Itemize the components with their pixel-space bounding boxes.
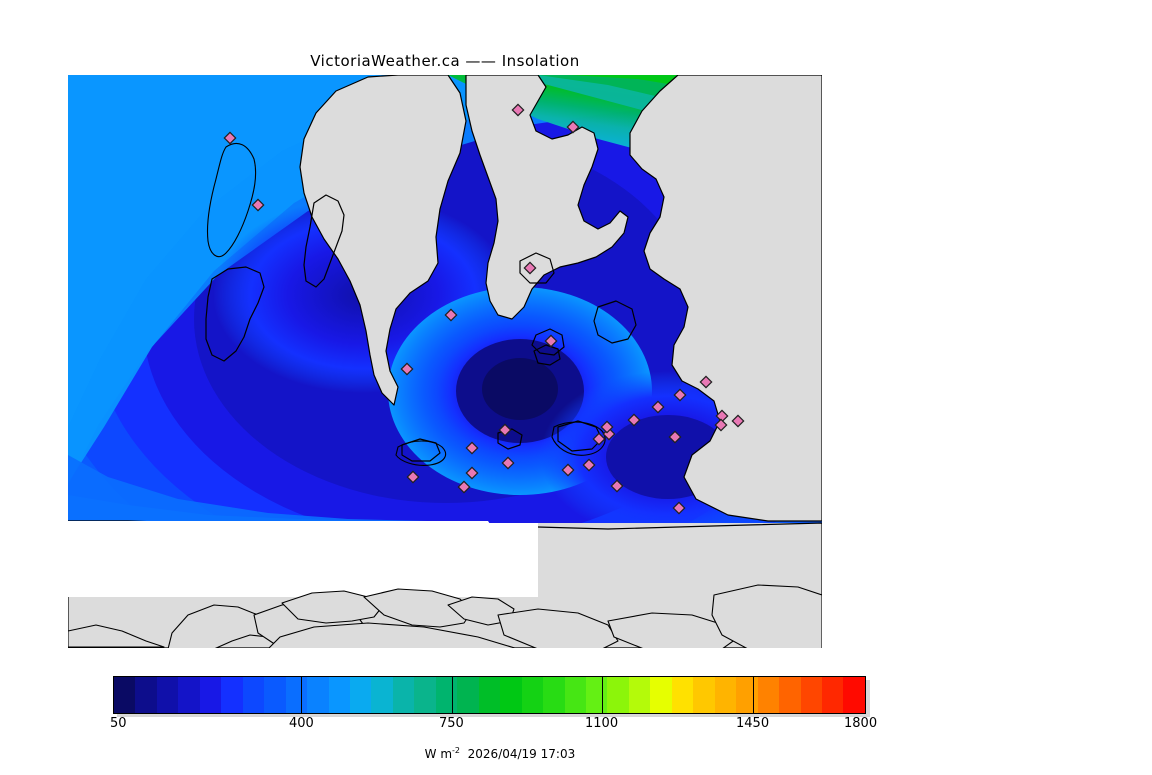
colorbar-cell-19 xyxy=(521,677,544,713)
colorbar-cell-24 xyxy=(628,677,651,713)
station-marker[interactable] xyxy=(651,400,665,414)
colorbar-units-and-timestamp: W m-2 2026/04/19 17:03 xyxy=(113,732,864,775)
colorbar-cell-17 xyxy=(478,677,501,713)
station-marker[interactable] xyxy=(465,441,479,455)
timestamp: 2026/04/19 17:03 xyxy=(467,747,576,761)
station-marker[interactable] xyxy=(223,131,237,145)
station-marker[interactable] xyxy=(561,463,575,477)
station-marker[interactable] xyxy=(610,479,624,493)
station-marker[interactable] xyxy=(600,420,614,434)
colorbar-cell-13 xyxy=(392,677,415,713)
units-exponent: -2 xyxy=(452,746,461,755)
station-marker[interactable] xyxy=(714,418,728,432)
colorbar-cell-10 xyxy=(328,677,350,713)
colorbar-cell-33 xyxy=(821,677,844,713)
colorbar-label-750: 750 xyxy=(439,716,464,731)
colorbar-gradient[interactable] xyxy=(113,676,866,714)
station-marker[interactable] xyxy=(544,334,558,348)
page-title: VictoriaWeather.ca —— Insolation xyxy=(310,52,580,70)
colorbar-cell-29 xyxy=(736,677,758,713)
coastline-detail xyxy=(206,142,606,466)
colorbar-cell-34 xyxy=(843,677,865,713)
colorbar: 50 400 750 1100 1450 1800 W m-2 2026/04/… xyxy=(110,676,877,761)
colorbar-cell-8 xyxy=(285,677,308,713)
colorbar-cell-11 xyxy=(349,677,372,713)
colorbar-cell-20 xyxy=(543,677,565,713)
station-marker[interactable] xyxy=(699,375,713,389)
colorbar-tick-400 xyxy=(301,677,302,713)
colorbar-cell-32 xyxy=(800,677,822,713)
station-marker[interactable] xyxy=(673,388,687,402)
colorbar-cell-30 xyxy=(757,677,780,713)
colorbar-cell-31 xyxy=(779,677,801,713)
colorbar-cell-28 xyxy=(714,677,737,713)
colorbar-cell-25 xyxy=(650,677,672,713)
station-marker[interactable] xyxy=(444,308,458,322)
colorbar-label-1800: 1800 xyxy=(844,716,878,731)
insolation-field-map[interactable] xyxy=(68,75,822,648)
station-marker[interactable] xyxy=(400,362,414,376)
colorbar-label-50: 50 xyxy=(110,716,127,731)
colorbar-tick-1450 xyxy=(753,677,754,713)
colorbar-cell-6 xyxy=(242,677,265,713)
colorbar-cell-23 xyxy=(607,677,629,713)
station-marker[interactable] xyxy=(582,458,596,472)
station-marker[interactable] xyxy=(523,261,537,275)
map-panel[interactable] xyxy=(68,75,822,648)
colorbar-tick-1100 xyxy=(602,677,603,713)
station-marker[interactable] xyxy=(592,432,606,446)
colorbar-cell-14 xyxy=(414,677,436,713)
station-marker[interactable] xyxy=(731,414,745,428)
colorbar-cell-3 xyxy=(178,677,200,713)
colorbar-cell-21 xyxy=(564,677,586,713)
colorbar-cell-27 xyxy=(693,677,715,713)
station-markers[interactable] xyxy=(223,103,745,515)
coastline-layer xyxy=(205,194,637,462)
station-marker[interactable] xyxy=(457,480,471,494)
station-marker[interactable] xyxy=(406,470,420,484)
colorbar-cell-15 xyxy=(435,677,458,713)
colorbar-tick-750 xyxy=(452,677,453,713)
station-marker[interactable] xyxy=(501,456,515,470)
colorbar-label-1100: 1100 xyxy=(585,716,619,731)
colorbar-cell-12 xyxy=(371,677,393,713)
station-marker[interactable] xyxy=(715,409,729,423)
station-marker[interactable] xyxy=(511,103,525,117)
colorbar-cell-1 xyxy=(135,677,157,713)
station-marker[interactable] xyxy=(566,120,580,134)
colorbar-cell-4 xyxy=(199,677,222,713)
station-marker[interactable] xyxy=(627,413,641,427)
colorbar-cell-26 xyxy=(671,677,694,713)
station-marker[interactable] xyxy=(251,198,265,212)
colorbar-cell-7 xyxy=(264,677,286,713)
station-marker[interactable] xyxy=(668,430,682,444)
colorbar-label-1450: 1450 xyxy=(736,716,770,731)
station-marker[interactable] xyxy=(672,501,686,515)
units-prefix: W m xyxy=(424,747,453,761)
colorbar-cell-9 xyxy=(307,677,329,713)
units-spacer xyxy=(460,747,468,761)
station-marker[interactable] xyxy=(498,423,512,437)
colorbar-cell-18 xyxy=(500,677,522,713)
colorbar-cell-5 xyxy=(221,677,243,713)
outside-domain-fill xyxy=(68,523,538,597)
colorbar-cell-16 xyxy=(457,677,479,713)
colorbar-label-400: 400 xyxy=(289,716,314,731)
southwest-coastline xyxy=(68,584,822,648)
colorbar-cell-0 xyxy=(114,677,136,713)
colorbar-cell-2 xyxy=(156,677,179,713)
station-marker[interactable] xyxy=(465,466,479,480)
colorbar-cell-22 xyxy=(585,677,608,713)
